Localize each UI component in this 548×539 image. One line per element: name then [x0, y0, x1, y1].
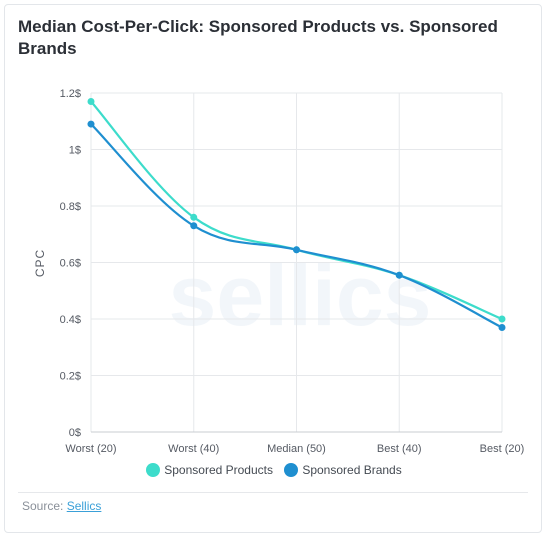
source-link[interactable]: Sellics — [66, 499, 102, 513]
divider — [18, 492, 528, 493]
data-point[interactable] — [395, 271, 403, 279]
legend-item-sponsored-brands[interactable]: Sponsored Brands — [284, 463, 402, 477]
legend-label: Sponsored Brands — [302, 463, 402, 477]
y-tick-label: 0$ — [69, 427, 81, 439]
legend-swatch-brands — [284, 463, 299, 477]
source-label: Source: — [22, 499, 64, 513]
legend-item-sponsored-products[interactable]: Sponsored Products — [146, 463, 273, 477]
x-tick-label: Best (20) — [480, 443, 525, 455]
y-tick-label: 0.2$ — [60, 371, 81, 383]
y-tick-label: 1.2$ — [60, 88, 81, 100]
x-tick-label: Worst (20) — [65, 443, 116, 455]
legend-label: Sponsored Products — [164, 463, 273, 477]
data-point[interactable] — [190, 222, 198, 230]
data-point[interactable] — [293, 246, 300, 254]
y-tick-label: 1$ — [69, 145, 81, 157]
y-tick-label: 0.8$ — [60, 201, 81, 213]
data-point[interactable] — [190, 213, 198, 221]
y-tick-label: 0.6$ — [60, 258, 81, 270]
x-tick-label: Best (40) — [377, 443, 422, 455]
data-point[interactable] — [87, 97, 95, 105]
data-point[interactable] — [87, 120, 95, 128]
x-tick-label: Worst (40) — [168, 443, 219, 455]
y-axis-title: CPC — [33, 249, 47, 277]
y-tick-label: 0.4$ — [60, 314, 81, 326]
chart-card — [4, 4, 542, 533]
data-point[interactable] — [498, 315, 506, 323]
legend: Sponsored Products Sponsored Brands — [0, 463, 548, 480]
chart-title: Median Cost-Per-Click: Sponsored Product… — [18, 17, 498, 58]
source-note: Source: Sellics — [22, 499, 101, 513]
watermark: sellics — [169, 248, 432, 344]
data-point[interactable] — [498, 323, 506, 331]
x-tick-label: Median (50) — [267, 443, 326, 455]
legend-swatch-products — [146, 463, 161, 477]
